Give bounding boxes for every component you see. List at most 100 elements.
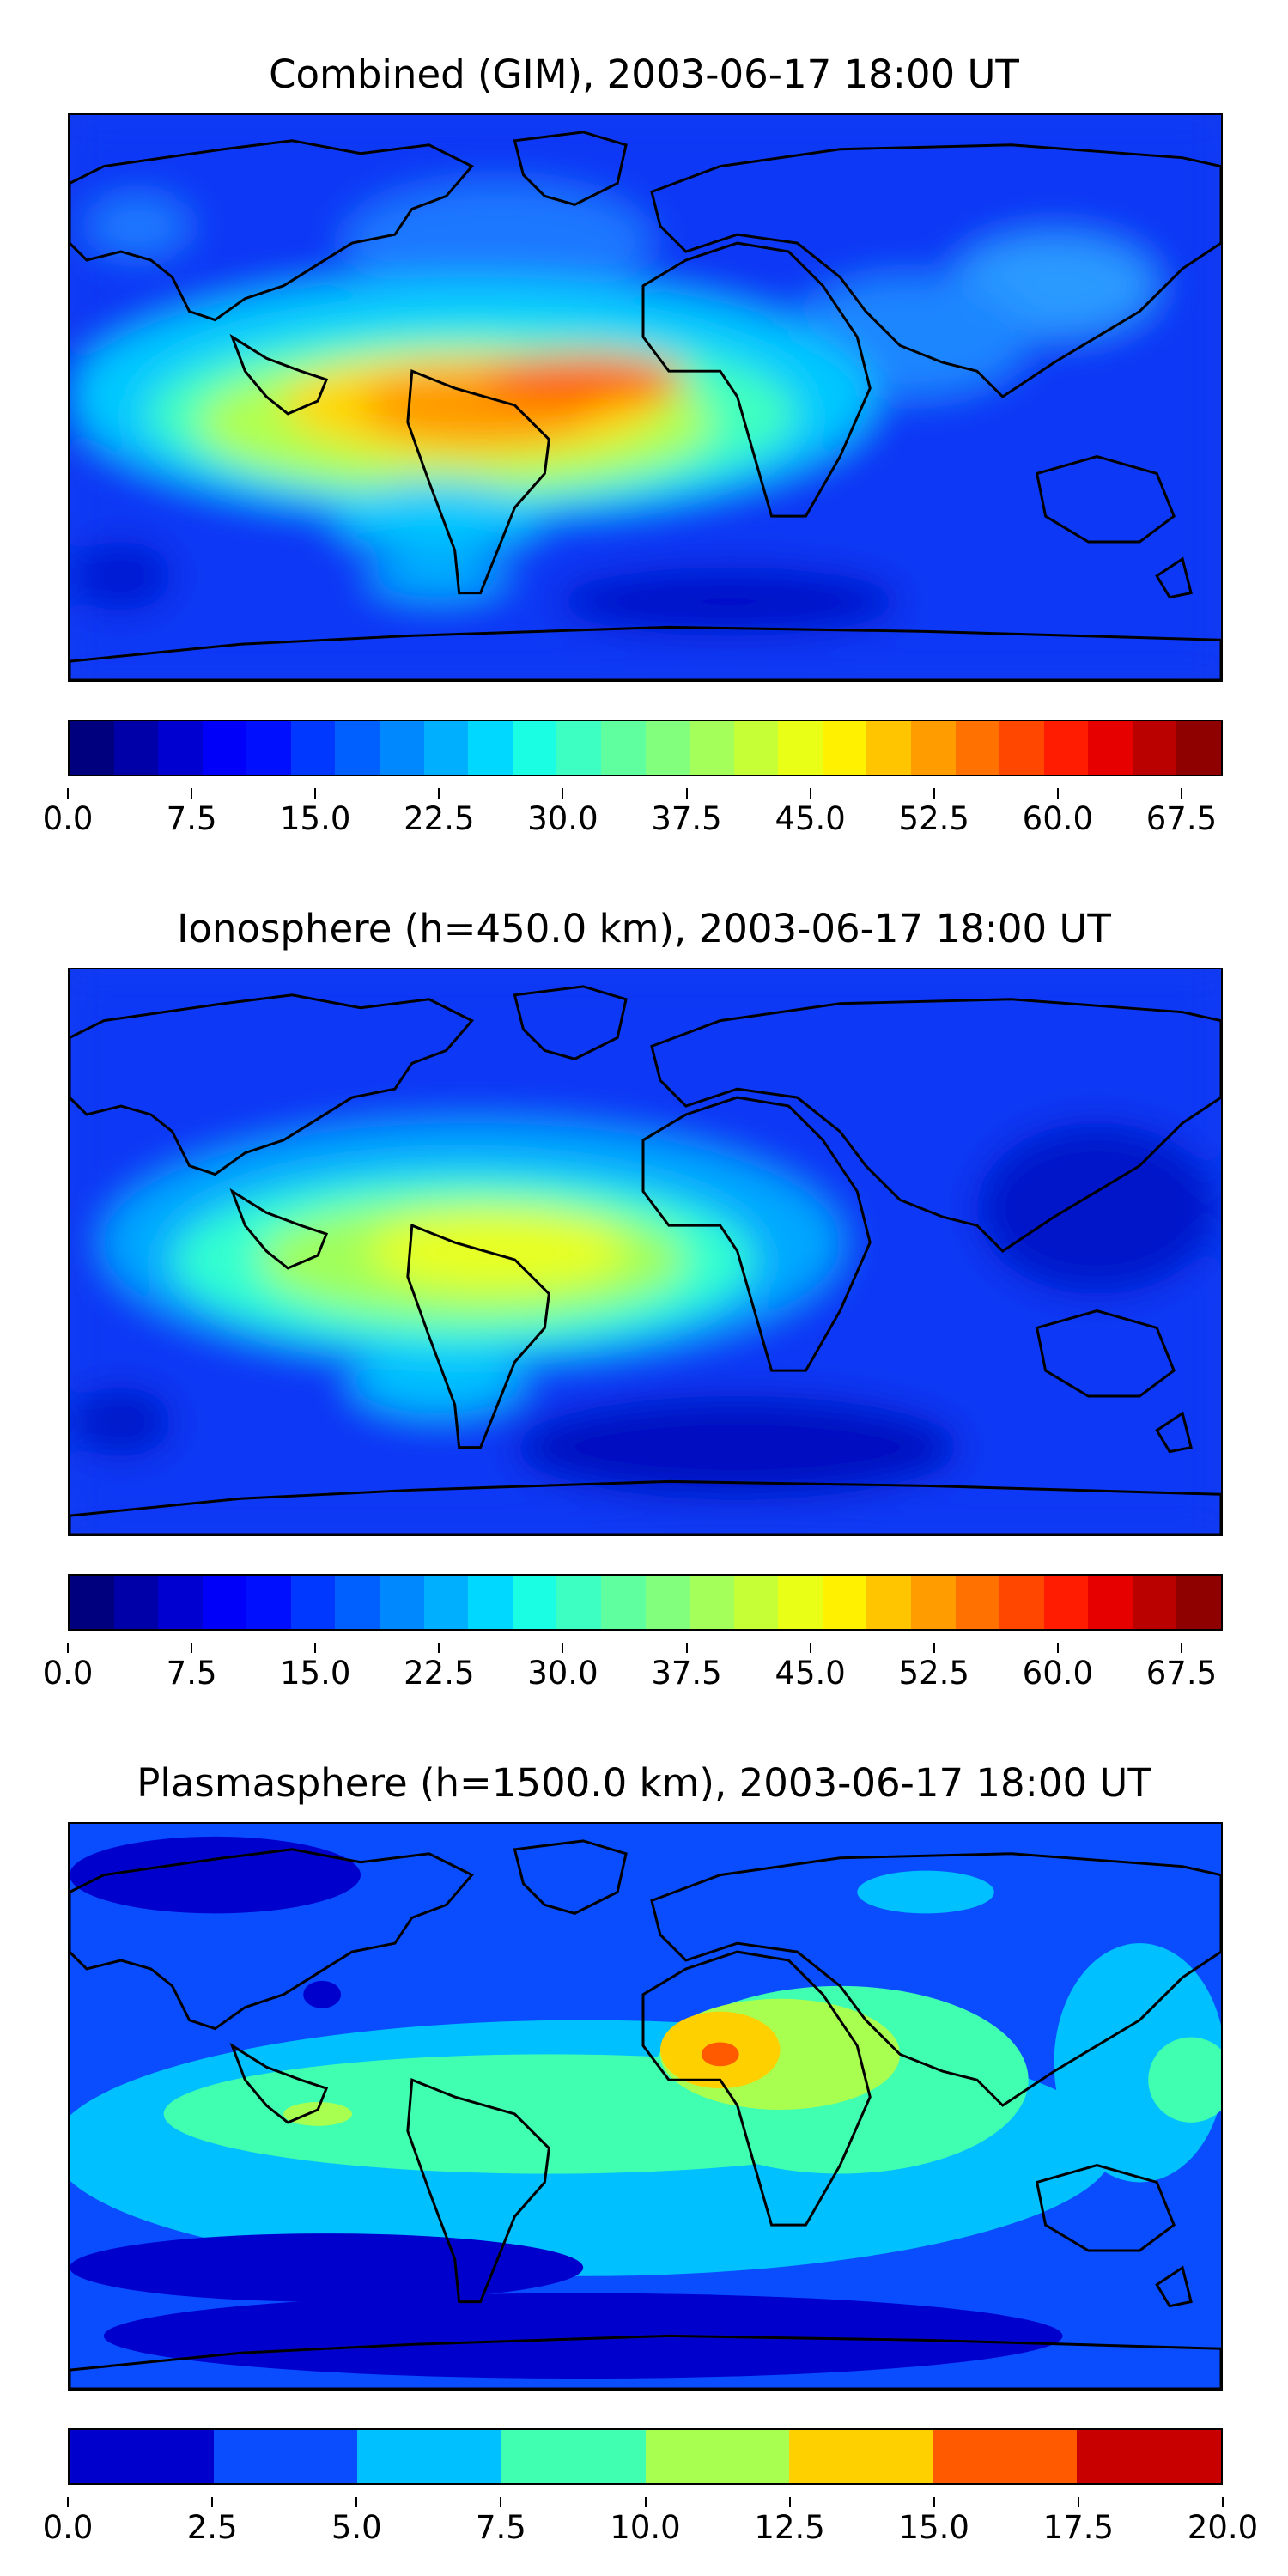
colorbar-segment: [999, 1576, 1044, 1629]
panel-title-combined: Combined (GIM), 2003-06-17 18:00 UT: [269, 52, 1019, 97]
colorbar-segment: [423, 1576, 469, 1629]
colorbar-segment: [380, 1576, 424, 1629]
colorbar-tick-label: 7.5: [166, 800, 217, 837]
colorbar-tick-label: 52.5: [898, 800, 969, 837]
colorbar-segment: [1088, 721, 1133, 775]
colorbar-segment: [501, 2430, 646, 2483]
colorbar-tick-mark: [933, 2497, 935, 2507]
colorbar-tick-mark: [314, 1643, 317, 1653]
colorbar-segment: [380, 721, 424, 775]
colorbar-segment: [1132, 1576, 1177, 1629]
colorbar-ionosphere: [68, 1574, 1223, 1631]
colorbar-segment: [70, 721, 114, 775]
colorbar-ticks-ionosphere: 0.0 7.5 15.0 22.5 30.0 37.5 45.0 52.5 60.0 67.5: [43, 1643, 1223, 1706]
colorbar-segment: [955, 1576, 1000, 1629]
colorbar-segment: [690, 721, 734, 775]
colorbar-segment: [468, 1576, 513, 1629]
colorbar-segment: [290, 721, 336, 775]
colorbar-segment: [600, 1576, 646, 1629]
colorbar-tick-mark: [438, 788, 440, 799]
colorbar-tick-mark: [67, 1643, 69, 1653]
colorbar-tick-label: 22.5: [404, 800, 475, 837]
colorbar-segment: [645, 721, 690, 775]
colorbar-tick-mark: [67, 2497, 69, 2507]
colorbar-tick-label: 5.0: [331, 2509, 382, 2546]
colorbar-segment: [866, 721, 911, 775]
colorbar-tick-label: 2.5: [186, 2509, 238, 2546]
colorbar-tick-mark: [788, 2497, 791, 2507]
colorbar-segment: [158, 1576, 203, 1629]
colorbar-tick-mark: [1056, 788, 1059, 799]
colorbar-plasmasphere: [68, 2428, 1223, 2485]
colorbar-tick-label: 15.0: [898, 2509, 969, 2546]
colorbar-tick-label: 0.0: [42, 2509, 94, 2546]
colorbar-tick-label: 12.5: [754, 2509, 825, 2546]
colorbar-tick-label: 22.5: [404, 1655, 475, 1692]
colorbar-tick-mark: [685, 788, 688, 799]
colorbar-tick-mark: [67, 788, 69, 799]
colorbar-segment: [1043, 721, 1089, 775]
colorbar-segment: [70, 1576, 114, 1629]
colorbar-tick-mark: [438, 1643, 440, 1653]
colorbar-segment: [335, 721, 380, 775]
colorbar-tick-mark: [355, 2497, 358, 2507]
colorbar-segment: [512, 1576, 557, 1629]
colorbar-tick-mark: [933, 1643, 935, 1653]
colorbar-tick-label: 15.0: [280, 1655, 351, 1692]
colorbar-tick-label: 37.5: [651, 800, 722, 837]
colorbar-tick-mark: [1180, 1643, 1182, 1653]
colorbar-segment: [778, 1576, 823, 1629]
colorbar-tick-mark: [809, 788, 811, 799]
colorbar-tick-label: 10.0: [610, 2509, 681, 2546]
colorbar-segment: [778, 721, 823, 775]
colorbar-segment: [556, 1576, 601, 1629]
colorbar-tick-label: 0.0: [42, 800, 94, 837]
map-combined: [68, 113, 1223, 682]
colorbar-segment: [512, 721, 557, 775]
colorbar-segment: [955, 721, 1000, 775]
colorbar-segment: [645, 2430, 790, 2483]
colorbar-ticks-combined: 0.0 7.5 15.0 22.5 30.0 37.5 45.0 52.5 60.0 67.5: [43, 788, 1223, 852]
colorbar-segment: [789, 2430, 933, 2483]
colorbar-segment: [822, 721, 867, 775]
colorbar-tick-label: 45.0: [775, 1655, 846, 1692]
colorbar-segment: [1077, 2430, 1221, 2483]
colorbar-segment: [357, 2430, 501, 2483]
colorbar-tick-mark: [562, 1643, 564, 1653]
colorbar-segment: [335, 1576, 380, 1629]
colorbar-tick-mark: [500, 2497, 502, 2507]
colorbar-tick-label: 67.5: [1145, 800, 1218, 837]
colorbar-segment: [910, 721, 956, 775]
panel-title-plasmasphere: Plasmasphere (h=1500.0 km), 2003-06-17 1…: [137, 1760, 1151, 1806]
colorbar-segment: [246, 721, 291, 775]
colorbar-segment: [1176, 721, 1222, 775]
colorbar-combined: [68, 720, 1223, 776]
colorbar-segment: [202, 721, 247, 775]
colorbar-tick-label: 60.0: [1022, 800, 1094, 837]
colorbar-segment: [1043, 1576, 1089, 1629]
colorbar-tick-label: 52.5: [898, 1655, 969, 1692]
colorbar-tick-mark: [314, 788, 317, 799]
colorbar-tick-mark: [1056, 1643, 1059, 1653]
colorbar-segment: [158, 721, 203, 775]
colorbar-segment: [999, 721, 1044, 775]
colorbar-tick-label: 0.0: [42, 1655, 94, 1692]
colorbar-tick-label: 17.5: [1042, 2509, 1115, 2546]
colorbar-segment: [690, 1576, 734, 1629]
colorbar-tick-label: 30.0: [527, 1655, 598, 1692]
colorbar-tick-mark: [685, 1643, 688, 1653]
colorbar-tick-mark: [211, 2497, 214, 2507]
colorbar-segment: [1132, 721, 1177, 775]
colorbar-tick-label: 15.0: [280, 800, 351, 837]
colorbar-tick-label: 67.5: [1145, 1655, 1218, 1692]
colorbar-tick-label: 30.0: [527, 800, 598, 837]
colorbar-tick-label: 37.5: [651, 1655, 722, 1692]
colorbar-segment: [290, 1576, 336, 1629]
colorbar-segment: [70, 2430, 214, 2483]
colorbar-segment: [733, 1576, 779, 1629]
colorbar-segment: [423, 721, 469, 775]
colorbar-segment: [246, 1576, 291, 1629]
colorbar-tick-mark: [809, 1643, 811, 1653]
colorbar-segment: [645, 1576, 690, 1629]
colorbar-tick-label: 45.0: [775, 800, 846, 837]
